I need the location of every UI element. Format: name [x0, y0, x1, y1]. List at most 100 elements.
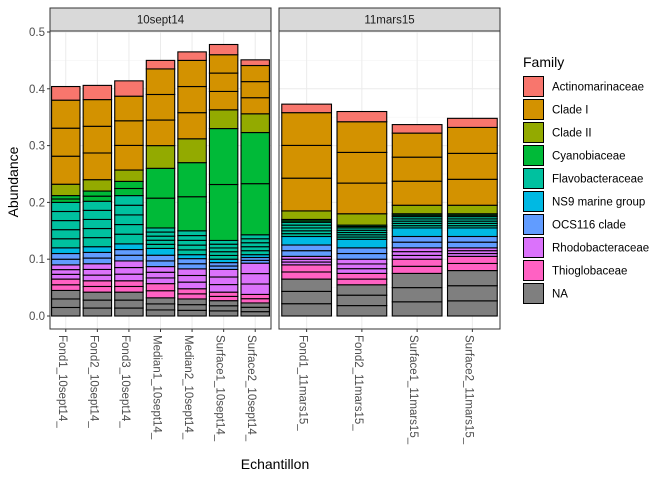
y-tick-label: 0.1 — [29, 254, 45, 266]
bar-segment-clade-i — [51, 127, 81, 157]
bar-segment-flavobacteraceae — [51, 201, 81, 213]
bar-segment-na — [446, 285, 498, 302]
bar-segment-thioglobaceae — [336, 272, 388, 280]
legend-label: Clade II — [552, 128, 592, 140]
bar-segment-clade-ii — [51, 183, 81, 197]
bar-segment-na — [114, 307, 144, 317]
bar-segment-flavobacteraceae — [82, 218, 113, 230]
bar-segment-flavobacteraceae — [51, 210, 81, 222]
bar-segment-clade-i — [240, 97, 270, 115]
bar-segment-flavobacteraceae — [51, 229, 81, 240]
bar-segment-clade-i — [51, 99, 81, 129]
bar-segment-na — [281, 303, 333, 317]
bar-segment-clade-i — [336, 182, 388, 215]
bar-segment-na — [82, 299, 113, 309]
bar-segment-flavobacteraceae — [177, 244, 207, 251]
bar-segment-ocs116-clade — [145, 254, 176, 262]
x-tick-label: Surface1_10sept14_ — [214, 335, 226, 442]
bar-segment-ocs116-clade — [391, 235, 443, 243]
bar-segment-flavobacteraceae — [177, 239, 207, 246]
bar-segment-thioglobaceae — [114, 285, 144, 293]
bar-segment-clade-i — [82, 125, 113, 154]
bar-segment-flavobacteraceae — [208, 251, 239, 257]
legend-key-swatch — [523, 168, 544, 189]
bar-segment-cyanobiaceae — [145, 167, 176, 199]
bar-segment-clade-i — [82, 152, 113, 181]
legend-label: Clade I — [552, 105, 588, 117]
x-tick-label: Median1_10sept14_ — [150, 335, 162, 440]
y-tick-label: 0.3 — [29, 141, 45, 153]
facet-strip-label: 10sept14 — [137, 15, 185, 27]
bar-segment-na — [51, 298, 81, 309]
bar-segment-actinomarinaceae — [208, 43, 239, 56]
legend-title: Family — [523, 54, 564, 70]
legend-label: Cyanobiaceae — [552, 151, 626, 163]
legend-key-swatch — [523, 122, 544, 143]
bar-segment-rhodobacteraceae — [208, 268, 239, 278]
bar-segment-clade-i — [51, 155, 81, 185]
bar-segment-rhodobacteraceae — [336, 263, 388, 270]
bar-segment-ocs116-clade — [177, 263, 207, 270]
bar-segment-actinomarinaceae — [51, 85, 81, 101]
x-tick-label: Surface2_11mars15_ — [462, 335, 474, 445]
bar-segment-rhodobacteraceae — [391, 254, 443, 260]
bar-segment-thioglobaceae — [240, 293, 270, 300]
bar-segment-thioglobaceae — [51, 278, 81, 286]
bar-segment-flavobacteraceae — [208, 247, 239, 253]
bar-segment-rhodobacteraceae — [240, 283, 270, 295]
bar-segment-flavobacteraceae — [82, 237, 113, 248]
bar-segment-rhodobacteraceae — [145, 277, 176, 285]
bar-segment-clade-ii — [336, 213, 388, 226]
bar-segment-na — [336, 294, 388, 307]
legend-key-swatch — [523, 99, 544, 120]
bar-segment-clade-i — [145, 119, 176, 147]
x-tick-label: Surface1_11mars15_ — [407, 335, 419, 445]
bar-segment-ocs116-clade — [336, 247, 388, 255]
bar-segment-flavobacteraceae — [51, 238, 81, 249]
bar-segment-flavobacteraceae — [177, 249, 207, 256]
bar-segment-na — [51, 289, 81, 300]
bar-segment-thioglobaceae — [145, 290, 176, 299]
bar-segment-rhodobacteraceae — [51, 269, 81, 275]
bar-segment-rhodobacteraceae — [336, 268, 388, 274]
bar-segment-rhodobacteraceae — [391, 251, 443, 256]
bar-segment-actinomarinaceae — [177, 51, 207, 61]
bar-segment-na — [281, 290, 333, 305]
bar-segment-clade-i — [177, 59, 207, 88]
bar-segment-thioglobaceae — [281, 271, 333, 280]
bar-segment-flavobacteraceae — [114, 214, 144, 226]
bar-segment-clade-i — [446, 152, 498, 180]
bar-segment-rhodobacteraceae — [51, 273, 81, 280]
bar-segment-ocs116-clade — [51, 258, 81, 266]
bar-segment-ocs116-clade — [82, 251, 113, 259]
bar-segment-rhodobacteraceae — [145, 266, 176, 273]
bar-segment-clade-i — [145, 93, 176, 121]
bar-segment-clade-i — [281, 144, 333, 179]
y-tick-label: 0.2 — [29, 197, 45, 209]
bar-segment-clade-i — [240, 64, 270, 83]
bar-segment-rhodobacteraceae — [177, 274, 207, 283]
bar-segment-rhodobacteraceae — [114, 266, 144, 275]
bar-segment-ns9-marine-group — [114, 243, 144, 251]
y-tick-label: 0.5 — [29, 27, 45, 39]
bar-segment-clade-i — [446, 126, 498, 154]
bar-segment-cyanobiaceae — [240, 131, 270, 185]
bar-segment-actinomarinaceae — [336, 110, 388, 123]
bar-segment-clade-ii — [145, 145, 176, 169]
bar-segment-rhodobacteraceae — [114, 273, 144, 282]
bar-segment-ns9-marine-group — [336, 238, 388, 249]
bar-segment-clade-ii — [391, 204, 443, 215]
facet-strip-label: 11mars15 — [364, 15, 414, 27]
bar-segment-na — [336, 305, 388, 317]
bar-segment-rhodobacteraceae — [240, 262, 270, 275]
y-tick-label: 0.0 — [29, 311, 45, 323]
bar-segment-flavobacteraceae — [208, 254, 239, 260]
x-tick-label: Fond2_10sept14_ — [87, 335, 99, 428]
x-tick-label: Fond3_10sept14_ — [119, 335, 131, 428]
bar-segment-rhodobacteraceae — [82, 268, 113, 276]
legend-label: NA — [552, 289, 568, 301]
bar-segment-flavobacteraceae — [240, 238, 270, 244]
legend-key-swatch — [523, 76, 544, 97]
bar-segment-ocs116-clade — [336, 252, 388, 260]
